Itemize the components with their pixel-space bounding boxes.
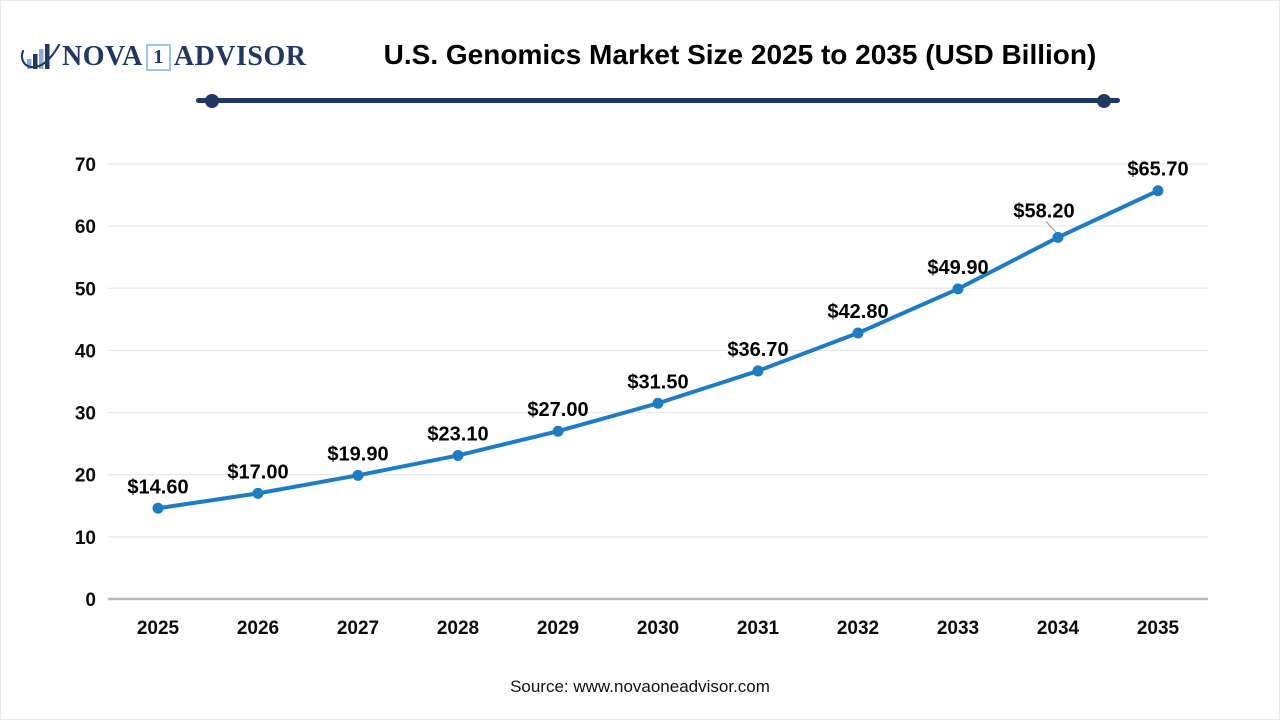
data-label: $23.10	[427, 423, 488, 445]
data-point	[952, 283, 964, 295]
logo-one-badge: 1	[145, 43, 171, 71]
data-label: $19.90	[327, 443, 388, 465]
x-axis-tick-label: 2029	[537, 618, 579, 639]
x-axis-tick-label: 2026	[237, 618, 279, 639]
bar-chart-swoosh-icon	[20, 43, 60, 69]
y-axis-tick-label: 30	[75, 404, 96, 425]
data-label: $17.00	[227, 461, 288, 483]
x-axis-tick-label: 2027	[337, 618, 379, 639]
logo-text-advisor: ADVISOR	[173, 41, 307, 72]
nova-one-advisor-logo: NOVA 1 ADVISOR	[20, 38, 306, 76]
y-axis-tick-label: 10	[75, 528, 96, 549]
underline-left-dot	[205, 93, 219, 108]
x-axis-tick-label: 2031	[737, 618, 780, 639]
data-label: $65.70	[1127, 159, 1188, 181]
data-point	[352, 469, 364, 481]
y-axis-tick-label: 20	[75, 466, 96, 487]
data-point	[252, 487, 264, 499]
data-point	[752, 365, 764, 377]
source-attribution: Source: www.novaoneadvisor.com	[510, 677, 770, 696]
x-axis-tick-label: 2025	[137, 618, 180, 639]
x-axis-tick-label: 2035	[1137, 618, 1180, 639]
data-label-leader-line	[1045, 220, 1057, 233]
x-axis-tick-label: 2033	[937, 618, 979, 639]
y-axis-tick-label: 70	[75, 155, 96, 176]
data-point	[1052, 231, 1064, 243]
data-point	[1152, 185, 1164, 197]
data-label: $14.60	[127, 476, 188, 498]
data-point	[152, 502, 164, 514]
x-axis-tick-label: 2028	[437, 618, 479, 639]
y-axis-tick-label: 50	[75, 279, 96, 300]
underline-right-dot	[1097, 93, 1111, 108]
data-label: $27.00	[527, 399, 588, 421]
data-point	[852, 327, 864, 339]
data-label: $31.50	[627, 371, 688, 393]
series-line	[156, 188, 1160, 511]
data-label: $36.70	[727, 339, 788, 361]
logo-text-one: 1	[153, 45, 164, 68]
y-axis-tick-label: 0	[85, 590, 96, 611]
data-point	[552, 425, 564, 437]
data-point	[452, 449, 464, 461]
x-axis-tick-label: 2034	[1037, 618, 1080, 639]
logo-text-nova: NOVA	[62, 41, 143, 72]
y-axis-tick-label: 40	[75, 341, 96, 362]
data-label: $58.20	[1013, 200, 1074, 222]
x-axis-tick-label: 2032	[837, 618, 879, 639]
data-label: $49.90	[927, 257, 988, 279]
chart-title: U.S. Genomics Market Size 2025 to 2035 (…	[383, 39, 1097, 70]
x-axis-tick-label: 2030	[637, 618, 679, 639]
y-axis-tick-label: 60	[75, 217, 96, 238]
data-point	[652, 397, 664, 409]
title-underline	[196, 93, 1120, 108]
data-label: $42.80	[827, 301, 888, 323]
